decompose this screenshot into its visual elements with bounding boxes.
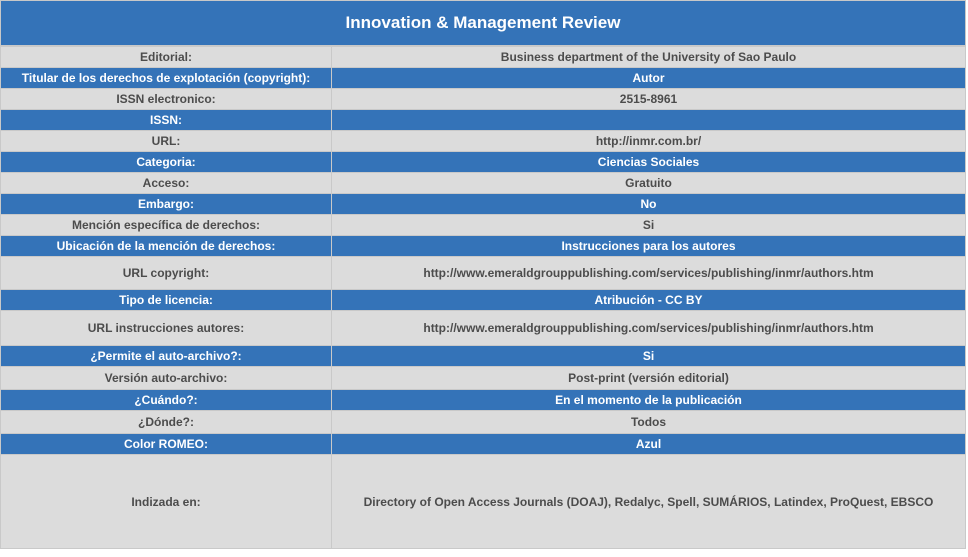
table-row: ¿Permite el auto-archivo?: Si (0, 345, 966, 367)
table-row: ISSN: (0, 109, 966, 131)
table-row: Acceso: Gratuito (0, 172, 966, 194)
row-label: URL copyright: (0, 256, 332, 290)
table-row: URL: http://inmr.com.br/ (0, 130, 966, 152)
table-row: ISSN electronico: 2515-8961 (0, 88, 966, 110)
row-label: ¿Dónde?: (0, 410, 332, 434)
row-label: Mención específica de derechos: (0, 214, 332, 236)
table-row: Indizada en: Directory of Open Access Jo… (0, 454, 966, 549)
row-label: Versión auto-archivo: (0, 366, 332, 390)
row-value: Ciencias Sociales (331, 151, 966, 173)
table-row: Versión auto-archivo: Post-print (versió… (0, 366, 966, 390)
row-value: http://www.emeraldgrouppublishing.com/se… (331, 256, 966, 290)
table-row: ¿Cuándo?: En el momento de la publicació… (0, 389, 966, 411)
row-value: En el momento de la publicación (331, 389, 966, 411)
row-value: Post-print (versión editorial) (331, 366, 966, 390)
row-value: Directory of Open Access Journals (DOAJ)… (331, 454, 966, 549)
row-label: Color ROMEO: (0, 433, 332, 455)
row-value: Azul (331, 433, 966, 455)
row-value: Business department of the University of… (331, 46, 966, 68)
row-label: Indizada en: (0, 454, 332, 549)
row-label: URL: (0, 130, 332, 152)
table-row: Ubicación de la mención de derechos: Ins… (0, 235, 966, 257)
row-value: http://www.emeraldgrouppublishing.com/se… (331, 310, 966, 346)
page-title: Innovation & Management Review (0, 0, 966, 46)
row-label: Embargo: (0, 193, 332, 215)
table-row: URL copyright: http://www.emeraldgrouppu… (0, 256, 966, 290)
journal-details-table: Editorial: Business department of the Un… (0, 46, 966, 549)
row-value: Instrucciones para los autores (331, 235, 966, 257)
table-row: Editorial: Business department of the Un… (0, 46, 966, 68)
row-label: Categoria: (0, 151, 332, 173)
row-label: ISSN electronico: (0, 88, 332, 110)
row-value: http://inmr.com.br/ (331, 130, 966, 152)
row-value: 2515-8961 (331, 88, 966, 110)
row-label: ¿Cuándo?: (0, 389, 332, 411)
row-label: ISSN: (0, 109, 332, 131)
table-row: Categoria: Ciencias Sociales (0, 151, 966, 173)
row-value: Si (331, 345, 966, 367)
row-label: Editorial: (0, 46, 332, 68)
row-label: Ubicación de la mención de derechos: (0, 235, 332, 257)
table-row: Tipo de licencia: Atribución - CC BY (0, 289, 966, 311)
row-value (331, 109, 966, 131)
row-value: Si (331, 214, 966, 236)
table-row: Mención específica de derechos: Si (0, 214, 966, 236)
row-value: Atribución - CC BY (331, 289, 966, 311)
table-row: Color ROMEO: Azul (0, 433, 966, 455)
row-label: URL instrucciones autores: (0, 310, 332, 346)
table-row: Embargo: No (0, 193, 966, 215)
row-label: Tipo de licencia: (0, 289, 332, 311)
row-label: ¿Permite el auto-archivo?: (0, 345, 332, 367)
row-value: Autor (331, 67, 966, 89)
table-row: URL instrucciones autores: http://www.em… (0, 310, 966, 346)
table-row: Titular de los derechos de explotación (… (0, 67, 966, 89)
row-label: Acceso: (0, 172, 332, 194)
row-value: Gratuito (331, 172, 966, 194)
row-label: Titular de los derechos de explotación (… (0, 67, 332, 89)
row-value: Todos (331, 410, 966, 434)
row-value: No (331, 193, 966, 215)
table-row: ¿Dónde?: Todos (0, 410, 966, 434)
